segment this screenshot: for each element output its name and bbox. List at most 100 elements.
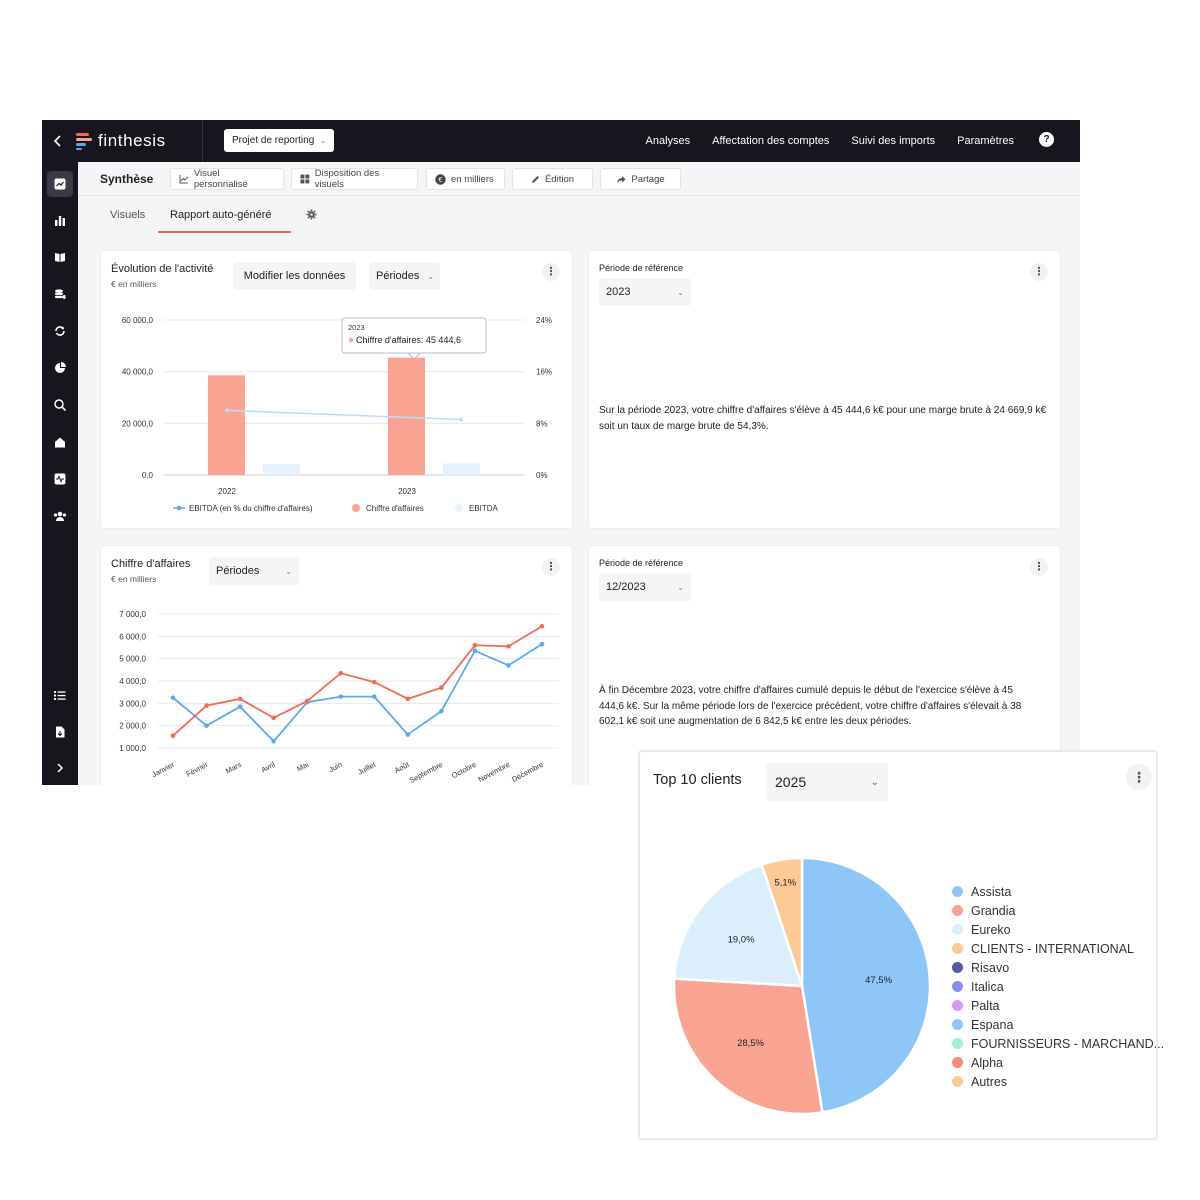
legend-item[interactable]: Espana <box>952 1015 1164 1034</box>
more-options-icon[interactable]: ⋮ <box>1030 263 1048 281</box>
legend-item[interactable]: Grandia <box>952 901 1164 920</box>
reference-period-label: Période de référence <box>599 558 684 568</box>
project-select[interactable]: Projet de reporting ⌄ <box>224 129 335 152</box>
revenue-series-point <box>237 696 243 702</box>
period-select[interactable]: Périodes ⌄ <box>369 262 440 290</box>
revenue-series-point <box>204 723 209 728</box>
year-select-value: 2025 <box>775 774 807 790</box>
legend-label: EBITDA (en % du chiffre d'affaires) <box>189 504 313 513</box>
ebitda-percent-point <box>459 417 463 422</box>
legend-item[interactable]: Assista <box>952 882 1164 901</box>
legend-label: FOURNISSEURS - MARCHAND... <box>971 1036 1165 1051</box>
sidebar-activity-icon[interactable] <box>51 470 69 488</box>
revenue-series-point <box>304 698 310 704</box>
back-chevron-icon[interactable] <box>51 132 65 150</box>
share-label: Partage <box>631 173 665 185</box>
nav-affectation-comptes[interactable]: Affectation des comptes <box>712 135 830 147</box>
ebitda-percent-line <box>226 409 462 421</box>
custom-visual-button[interactable]: Visuel personnalisé <box>170 168 284 190</box>
sidebar-home-icon[interactable] <box>51 433 69 451</box>
legend-swatch <box>952 1038 963 1049</box>
y-right-tick-label: 16% <box>536 368 552 377</box>
y-right-tick-label: 0% <box>536 471 548 480</box>
year-select[interactable]: 2025 ⌄ <box>766 763 888 801</box>
custom-visual-label: Visuel personnalisé <box>193 168 248 190</box>
legend-item[interactable]: Italica <box>952 977 1164 996</box>
legend-swatch <box>952 1076 963 1087</box>
chart-tooltip: 2023 Chiffre d'affaires: 45 444,6 <box>341 317 487 360</box>
gear-icon[interactable] <box>306 209 317 223</box>
legend-item[interactable]: Eureko <box>952 920 1164 939</box>
legend-label: Risavo <box>971 960 1010 975</box>
legend-item[interactable]: Risavo <box>952 958 1164 977</box>
units-button[interactable]: € en milliers <box>426 168 505 190</box>
reference-month-select[interactable]: 12/2023 ⌄ <box>599 573 691 601</box>
edit-button[interactable]: Édition <box>512 168 593 190</box>
help-icon[interactable]: ? <box>1039 132 1054 147</box>
card-subtitle: € en milliers <box>111 279 157 289</box>
x-tick-label: Décembre <box>510 760 545 784</box>
logo-text: finthesis <box>98 131 166 150</box>
sidebar-trend-icon[interactable] <box>47 171 73 197</box>
project-select-value: Projet de reporting <box>232 135 315 146</box>
card-subtitle: € en milliers <box>111 574 157 584</box>
tab-visuels[interactable]: Visuels <box>110 209 146 221</box>
layout-button[interactable]: Disposition des visuels <box>291 168 418 190</box>
legend-label: Palta <box>971 998 1000 1013</box>
sidebar-sync-icon[interactable] <box>51 322 69 340</box>
x-tick-label: Juin <box>327 760 343 774</box>
y-tick-label: 0,0 <box>142 471 154 480</box>
share-button[interactable]: Partage <box>600 168 681 190</box>
legend-swatch <box>952 905 963 916</box>
modify-data-button[interactable]: Modifier les données <box>233 262 356 290</box>
more-options-icon[interactable]: ⋮ <box>1126 764 1152 790</box>
reference-comparison-text: À fin Décembre 2023, votre chiffre d'aff… <box>599 685 1022 727</box>
bar-chiffre-affaires <box>208 375 245 475</box>
x-tick-label: Octobre <box>450 760 478 780</box>
x-tick-label: Août <box>393 759 412 775</box>
sidebar-users-icon[interactable] <box>51 507 69 525</box>
legend-item[interactable]: Palta <box>952 996 1164 1015</box>
svg-text:€: € <box>439 177 443 184</box>
legend-label: Grandia <box>971 903 1016 918</box>
nav-analyses[interactable]: Analyses <box>645 135 691 147</box>
sidebar-coins-icon[interactable] <box>51 285 69 303</box>
tab-rapport-auto[interactable]: Rapport auto-généré <box>170 209 272 221</box>
sidebar-expand-icon[interactable] <box>51 759 69 777</box>
sidebar-list-icon[interactable] <box>51 686 69 704</box>
sidebar-zoom-icon[interactable] <box>51 396 69 414</box>
y-tick-label: 40 000,0 <box>122 368 154 377</box>
revenue-series-line <box>172 643 543 743</box>
card-title: Chiffre d'affaires <box>111 558 191 570</box>
sidebar-export-icon[interactable] <box>51 723 69 741</box>
x-tick-label: Juillet <box>356 759 378 776</box>
card-title: Top 10 clients <box>653 772 742 788</box>
nav-parametres[interactable]: Paramètres <box>957 135 1014 147</box>
revenue-series-point <box>405 732 411 737</box>
more-options-icon[interactable]: ⋮ <box>542 558 560 576</box>
app-logo[interactable]: finthesis <box>76 131 166 151</box>
legend-item[interactable]: Alpha <box>952 1053 1164 1072</box>
period-select[interactable]: Périodes ⌄ <box>209 557 299 585</box>
sidebar-pie-icon[interactable] <box>51 359 69 377</box>
legend-item[interactable]: CLIENTS - INTERNATIONAL <box>952 939 1164 958</box>
legend-item[interactable]: Autres <box>952 1072 1164 1091</box>
y-right-tick-label: 24% <box>536 316 552 325</box>
legend-label: Autres <box>971 1074 1008 1089</box>
nav-suivi-imports[interactable]: Suivi des imports <box>851 135 936 147</box>
y-tick-label: 3 000,0 <box>119 699 146 708</box>
more-options-icon[interactable]: ⋮ <box>1030 558 1048 576</box>
revenue-chart-card: Chiffre d'affaires € en milliers Période… <box>100 545 573 785</box>
legend-item[interactable]: FOURNISSEURS - MARCHAND... <box>952 1034 1164 1053</box>
x-tick-label: Février <box>185 760 210 779</box>
legend-swatch <box>952 886 963 897</box>
y-tick-label: 2 000,0 <box>119 722 146 731</box>
divider <box>202 120 203 162</box>
reference-period-card: Période de référence 2023 ⌄ ⋮ Sur la pér… <box>588 250 1061 529</box>
more-options-icon[interactable]: ⋮ <box>542 263 560 281</box>
reference-year-select[interactable]: 2023 ⌄ <box>599 278 691 306</box>
sidebar-bar-chart-icon[interactable] <box>51 211 69 229</box>
legend-swatch <box>952 1019 963 1030</box>
top-clients-card: Top 10 clients 2025 ⌄ ⋮ 47,5% 28,5% 19,0% 5… <box>638 750 1164 1140</box>
sidebar-book-icon[interactable] <box>51 248 69 266</box>
